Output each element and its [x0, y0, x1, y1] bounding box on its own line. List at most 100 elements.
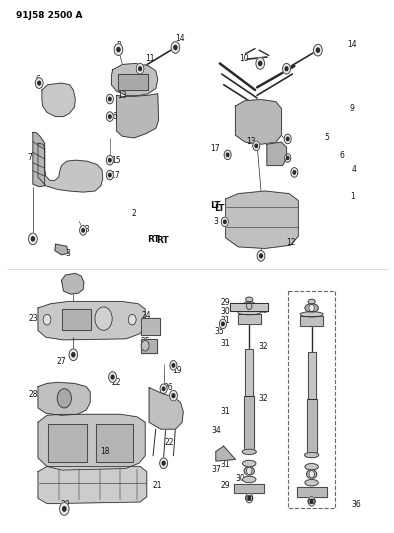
- Circle shape: [219, 319, 227, 329]
- Text: 29: 29: [221, 298, 230, 307]
- Bar: [48, 424, 87, 462]
- Text: 11: 11: [145, 54, 154, 62]
- Text: 24: 24: [141, 311, 151, 320]
- Polygon shape: [61, 273, 84, 294]
- Ellipse shape: [238, 310, 260, 315]
- Ellipse shape: [244, 467, 254, 475]
- Circle shape: [309, 304, 314, 312]
- Circle shape: [253, 141, 260, 151]
- Text: 7: 7: [28, 153, 33, 162]
- Bar: [234, 483, 264, 493]
- Circle shape: [256, 58, 264, 69]
- Circle shape: [247, 467, 252, 475]
- Bar: [230, 303, 268, 311]
- Bar: [119, 74, 148, 90]
- Circle shape: [38, 81, 41, 85]
- Polygon shape: [33, 133, 45, 187]
- Text: 18: 18: [100, 447, 110, 456]
- Circle shape: [106, 170, 113, 180]
- Circle shape: [284, 134, 291, 144]
- Bar: [307, 399, 317, 452]
- Circle shape: [172, 364, 175, 367]
- Circle shape: [162, 387, 165, 391]
- Ellipse shape: [305, 453, 319, 458]
- Circle shape: [111, 375, 114, 379]
- Circle shape: [139, 67, 141, 70]
- Circle shape: [128, 314, 136, 325]
- Polygon shape: [42, 83, 75, 117]
- Circle shape: [248, 496, 251, 500]
- Bar: [48, 424, 87, 462]
- Ellipse shape: [305, 464, 318, 470]
- Text: 23: 23: [28, 314, 38, 323]
- Text: 12: 12: [286, 238, 296, 247]
- Bar: [244, 396, 254, 449]
- Circle shape: [259, 61, 262, 66]
- Bar: [308, 352, 316, 399]
- Bar: [297, 487, 327, 497]
- Polygon shape: [267, 142, 286, 165]
- Ellipse shape: [243, 302, 256, 310]
- Circle shape: [308, 497, 315, 506]
- Circle shape: [246, 493, 253, 503]
- Text: 9: 9: [349, 103, 355, 112]
- Text: 3: 3: [65, 249, 70, 258]
- Bar: [230, 303, 268, 311]
- Bar: [245, 350, 253, 396]
- Text: 30: 30: [235, 474, 245, 482]
- Text: 28: 28: [28, 390, 38, 399]
- Bar: [230, 303, 268, 311]
- Circle shape: [310, 499, 313, 503]
- Circle shape: [106, 112, 113, 122]
- Circle shape: [109, 115, 111, 118]
- Ellipse shape: [300, 312, 323, 317]
- Bar: [238, 314, 260, 324]
- Text: 14: 14: [347, 40, 357, 49]
- Circle shape: [59, 503, 69, 515]
- Circle shape: [170, 361, 177, 370]
- Text: 91J58 2500 A: 91J58 2500 A: [17, 11, 83, 20]
- Circle shape: [160, 458, 167, 469]
- Bar: [238, 314, 260, 324]
- Ellipse shape: [305, 304, 318, 312]
- Circle shape: [106, 156, 113, 165]
- Circle shape: [80, 225, 87, 235]
- Text: 33: 33: [258, 305, 268, 314]
- Text: 31: 31: [221, 460, 230, 469]
- Ellipse shape: [308, 499, 315, 504]
- Bar: [61, 309, 91, 330]
- Text: 16: 16: [108, 112, 117, 121]
- Circle shape: [171, 42, 180, 53]
- Text: 3: 3: [214, 217, 218, 226]
- Text: 10: 10: [239, 54, 249, 62]
- Circle shape: [286, 157, 289, 159]
- Circle shape: [285, 67, 288, 70]
- Polygon shape: [112, 63, 158, 95]
- Circle shape: [260, 254, 262, 258]
- Polygon shape: [38, 143, 103, 192]
- Text: 15: 15: [112, 156, 121, 165]
- Text: 22: 22: [112, 378, 121, 387]
- Text: 32: 32: [258, 394, 268, 403]
- Polygon shape: [226, 191, 298, 248]
- Text: 21: 21: [152, 481, 162, 490]
- Circle shape: [291, 167, 298, 177]
- Circle shape: [29, 233, 37, 245]
- Ellipse shape: [246, 496, 253, 500]
- Polygon shape: [38, 466, 147, 504]
- Circle shape: [309, 471, 314, 478]
- Polygon shape: [38, 414, 145, 470]
- Polygon shape: [38, 302, 145, 340]
- Bar: [141, 339, 157, 353]
- Polygon shape: [55, 244, 68, 255]
- Bar: [300, 317, 323, 326]
- Bar: [61, 309, 91, 330]
- Text: RT: RT: [147, 236, 160, 245]
- Text: 20: 20: [61, 500, 70, 509]
- Text: 37: 37: [211, 465, 221, 474]
- Text: 14: 14: [176, 35, 185, 44]
- Text: 19: 19: [172, 366, 181, 375]
- Polygon shape: [236, 100, 281, 144]
- Text: 31: 31: [221, 316, 230, 325]
- Circle shape: [106, 94, 113, 104]
